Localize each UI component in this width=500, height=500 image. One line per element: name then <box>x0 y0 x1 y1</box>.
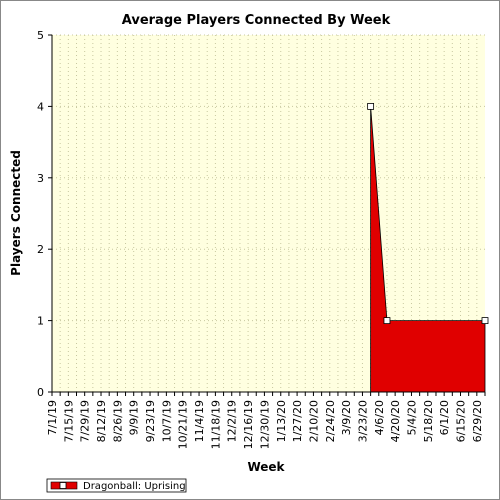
x-tick-label: 11/4/19 <box>193 400 206 442</box>
x-tick-label: 6/1/20 <box>438 400 451 435</box>
legend-box <box>46 478 187 493</box>
x-tick-label: 11/18/19 <box>209 400 222 449</box>
x-tick-label: 1/27/20 <box>291 400 304 442</box>
x-tick-label: 2/10/20 <box>307 400 320 442</box>
x-tick-label: 12/2/19 <box>226 400 239 442</box>
x-axis-ticks: 7/1/19 7/15/19 7/29/19 8/12/19 8/26/19 9/9/19… <box>46 392 486 449</box>
x-tick-label: 6/15/20 <box>454 400 467 442</box>
x-tick-label: 10/7/19 <box>160 400 173 442</box>
legend: Dragonball: Uprising <box>46 478 187 493</box>
x-axis-label: Week <box>247 460 285 474</box>
x-tick-label: 12/16/19 <box>242 400 255 449</box>
x-tick-label: 10/21/19 <box>177 400 190 449</box>
x-tick-label: 1/13/20 <box>275 400 288 442</box>
x-tick-label: 7/1/19 <box>46 400 59 435</box>
x-tick-label: 12/30/19 <box>258 400 271 449</box>
x-tick-label: 5/18/20 <box>422 400 435 442</box>
x-tick-label: 3/9/20 <box>340 400 353 435</box>
x-tick-label: 4/20/20 <box>389 400 402 442</box>
x-tick-label: 6/29/20 <box>471 400 484 442</box>
y-axis-label: Players Connected <box>9 150 23 276</box>
x-tick-label: 9/9/19 <box>128 400 141 435</box>
x-tick-label: 5/4/20 <box>405 400 418 435</box>
x-tick-label: 3/23/20 <box>356 400 369 442</box>
x-tick-label: 7/29/19 <box>79 400 92 442</box>
series-layer <box>367 103 489 393</box>
x-tick-label: 8/26/19 <box>111 400 124 442</box>
data-point <box>383 317 391 325</box>
y-tick-label: 4 <box>37 100 44 113</box>
x-tick-label: 2/24/20 <box>324 400 337 442</box>
legend-marker <box>59 482 67 489</box>
axes <box>51 35 485 393</box>
y-tick-label: 3 <box>37 172 44 185</box>
x-tick-label: 7/15/19 <box>62 400 75 442</box>
y-tick-label: 2 <box>37 243 44 256</box>
data-point <box>481 317 489 325</box>
legend-entry-label: Dragonball: Uprising <box>83 481 186 492</box>
y-axis-ticks: 0 1 2 3 4 5 <box>37 29 52 399</box>
x-tick-label: 4/6/20 <box>373 400 386 435</box>
chart-title: Average Players Connected By Week <box>122 13 391 28</box>
x-tick-label: 9/23/19 <box>144 400 157 442</box>
y-tick-label: 5 <box>37 29 44 42</box>
y-tick-label: 0 <box>37 386 44 399</box>
x-tick-label: 8/12/19 <box>95 400 108 442</box>
y-tick-label: 1 <box>37 315 44 328</box>
data-point <box>367 103 375 110</box>
